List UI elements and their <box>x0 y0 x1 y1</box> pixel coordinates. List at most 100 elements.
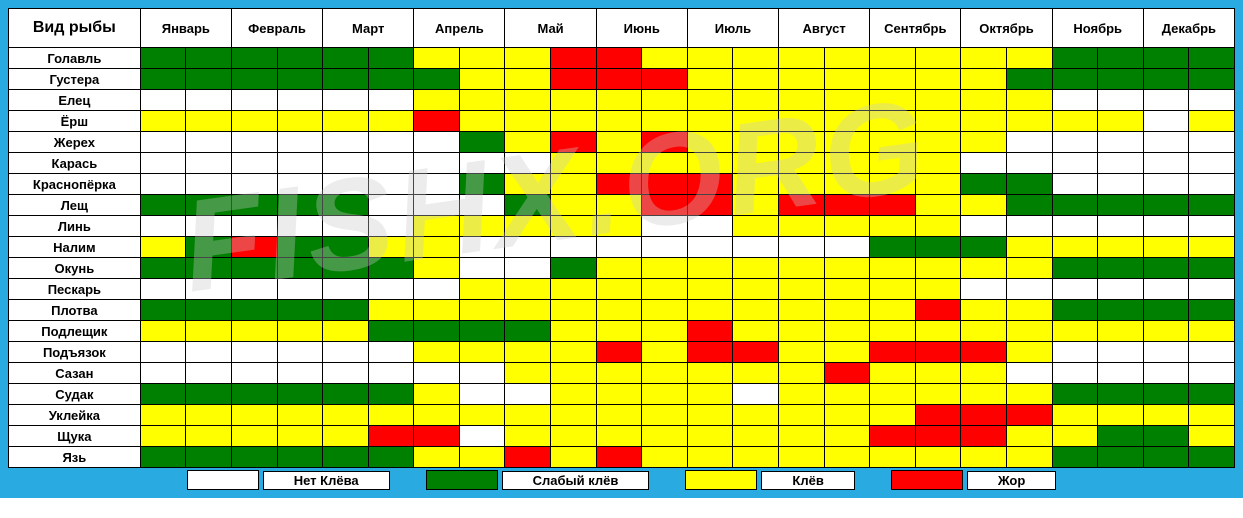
cell <box>414 48 460 69</box>
cell <box>323 48 369 69</box>
cell <box>231 447 277 468</box>
cell <box>414 279 460 300</box>
cell <box>505 405 551 426</box>
cell <box>1098 258 1144 279</box>
cell <box>1007 48 1053 69</box>
fish-label: Голавль <box>9 48 141 69</box>
cell <box>323 69 369 90</box>
cell <box>1098 363 1144 384</box>
cell <box>687 342 733 363</box>
cell <box>824 300 870 321</box>
cell <box>1007 69 1053 90</box>
cell <box>1098 237 1144 258</box>
fish-label: Сазан <box>9 363 141 384</box>
cell <box>459 111 505 132</box>
cell <box>459 132 505 153</box>
legend-item-strong: Жор <box>891 471 1056 488</box>
header-fish-type: Вид рыбы <box>9 9 141 48</box>
cell <box>140 258 186 279</box>
cell <box>642 132 688 153</box>
cell <box>459 300 505 321</box>
cell <box>1007 300 1053 321</box>
cell <box>323 342 369 363</box>
cell <box>414 132 460 153</box>
cell <box>961 237 1007 258</box>
cell <box>551 111 597 132</box>
cell <box>870 216 916 237</box>
cell <box>915 132 961 153</box>
cell <box>642 69 688 90</box>
cell <box>551 132 597 153</box>
cell <box>140 321 186 342</box>
cell <box>733 384 779 405</box>
cell <box>323 321 369 342</box>
cell <box>1143 132 1189 153</box>
cell <box>186 69 232 90</box>
cell <box>551 405 597 426</box>
cell <box>140 48 186 69</box>
cell <box>1052 216 1098 237</box>
cell <box>1098 447 1144 468</box>
cell <box>1143 258 1189 279</box>
cell <box>368 342 414 363</box>
cell <box>368 132 414 153</box>
cell <box>551 384 597 405</box>
cell <box>870 363 916 384</box>
cell <box>1189 321 1235 342</box>
cell <box>1007 174 1053 195</box>
cell <box>505 69 551 90</box>
cell <box>231 195 277 216</box>
cell <box>1007 90 1053 111</box>
cell <box>596 300 642 321</box>
cell <box>459 48 505 69</box>
cell <box>140 384 186 405</box>
cell <box>596 174 642 195</box>
cell <box>323 90 369 111</box>
cell <box>733 132 779 153</box>
cell <box>733 195 779 216</box>
cell <box>870 153 916 174</box>
cell <box>915 426 961 447</box>
cell <box>505 111 551 132</box>
cell <box>1007 405 1053 426</box>
cell <box>961 111 1007 132</box>
cell <box>1007 426 1053 447</box>
cell <box>231 90 277 111</box>
cell <box>1052 195 1098 216</box>
cell <box>1189 132 1235 153</box>
cell <box>1189 426 1235 447</box>
header-month-7: Август <box>779 9 870 48</box>
cell <box>277 195 323 216</box>
cell <box>1143 69 1189 90</box>
cell <box>1052 69 1098 90</box>
cell <box>1143 342 1189 363</box>
cell <box>277 405 323 426</box>
cell <box>961 195 1007 216</box>
fish-label: Подлещик <box>9 321 141 342</box>
cell <box>824 384 870 405</box>
cell <box>596 237 642 258</box>
cell <box>277 216 323 237</box>
cell <box>961 405 1007 426</box>
cell <box>824 111 870 132</box>
cell <box>596 216 642 237</box>
cell <box>915 48 961 69</box>
cell <box>1052 111 1098 132</box>
cell <box>779 405 825 426</box>
cell <box>323 153 369 174</box>
cell <box>596 279 642 300</box>
cell <box>186 195 232 216</box>
cell <box>779 132 825 153</box>
cell <box>961 69 1007 90</box>
cell <box>505 426 551 447</box>
cell <box>824 48 870 69</box>
fish-label: Налим <box>9 237 141 258</box>
header-month-8: Сентябрь <box>870 9 961 48</box>
cell <box>596 153 642 174</box>
cell <box>1098 48 1144 69</box>
cell <box>961 258 1007 279</box>
cell <box>1189 90 1235 111</box>
header-month-2: Март <box>323 9 414 48</box>
fishing-calendar-table: Вид рыбыЯнварьФевральМартАпрельМайИюньИю… <box>8 8 1235 468</box>
cell <box>505 258 551 279</box>
